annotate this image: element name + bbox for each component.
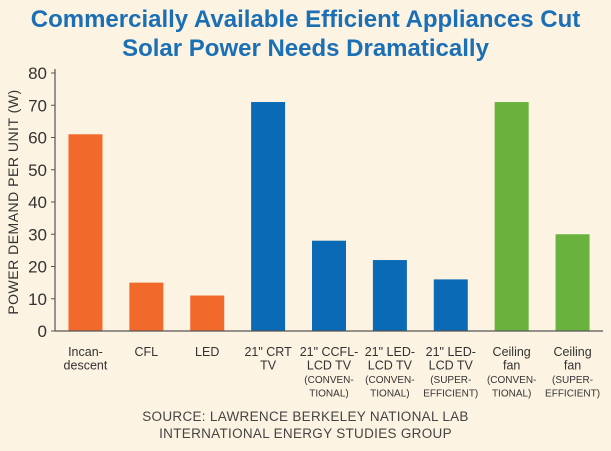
x-tick-label: TIONAL) — [370, 389, 409, 400]
bar — [251, 102, 286, 332]
bar — [433, 279, 468, 331]
x-tick-label: TV — [260, 359, 277, 373]
y-tick-label: 70 — [28, 96, 47, 115]
x-tick-label: descent — [64, 359, 108, 373]
bar — [190, 295, 225, 331]
x-tick-label: 21" CRT — [244, 345, 292, 359]
x-tick-label: fan — [503, 359, 520, 373]
x-tick-label: EFFICIENT) — [545, 389, 600, 400]
bar — [312, 240, 346, 331]
x-tick-label: Ceiling — [553, 345, 591, 359]
x-tick-label: Ceiling — [493, 345, 531, 359]
x-tick-label: LCD TV — [429, 359, 474, 373]
x-tick-label: TIONAL) — [492, 389, 531, 400]
x-tick-label: EFFICIENT) — [423, 389, 478, 400]
x-tick-label: (CONVEN- — [487, 375, 536, 386]
x-tick-label: Incan- — [68, 345, 103, 359]
x-tick-label: LED — [195, 345, 219, 359]
y-tick-label: 40 — [28, 193, 47, 212]
x-tick-label: CFL — [135, 345, 159, 359]
x-tick-label: LCD TV — [368, 359, 413, 373]
x-tick-label: (SUPER- — [552, 375, 593, 386]
y-tick-label: 80 — [28, 64, 47, 83]
y-tick-label: 60 — [28, 129, 47, 148]
chart-title-line-1: Commercially Available Efficient Applian… — [30, 6, 581, 33]
y-tick-label: 30 — [28, 225, 47, 244]
x-tick-label: (CONVEN- — [304, 375, 353, 386]
y-tick-label: 10 — [28, 290, 47, 309]
x-tick-label: TIONAL) — [309, 389, 348, 400]
y-tick-label: 50 — [28, 161, 47, 180]
x-tick-label: LCD TV — [307, 359, 352, 373]
bar — [555, 234, 590, 331]
x-tick-label: 21" CCFL- — [300, 345, 359, 359]
bar — [372, 260, 407, 331]
x-tick-label: (CONVEN- — [365, 375, 414, 386]
y-axis-label: POWER DEMAND PER UNIT (W) — [5, 89, 21, 314]
x-tick-label: 21" LED- — [365, 345, 415, 359]
chart-title-line-2: Solar Power Needs Dramatically — [122, 35, 489, 62]
y-tick-label: 20 — [28, 258, 47, 277]
bar — [494, 102, 529, 332]
y-tick-label: 0 — [38, 322, 47, 341]
source-line-2: INTERNATIONAL ENERGY STUDIES GROUP — [159, 426, 452, 441]
source-line-1: SOURCE: LAWRENCE BERKELEY NATIONAL LAB — [142, 409, 469, 424]
bar — [68, 134, 103, 331]
x-tick-label: 21" LED- — [426, 345, 476, 359]
x-tick-label: (SUPER- — [430, 375, 471, 386]
x-tick-label: fan — [564, 359, 581, 373]
bar — [129, 282, 164, 331]
